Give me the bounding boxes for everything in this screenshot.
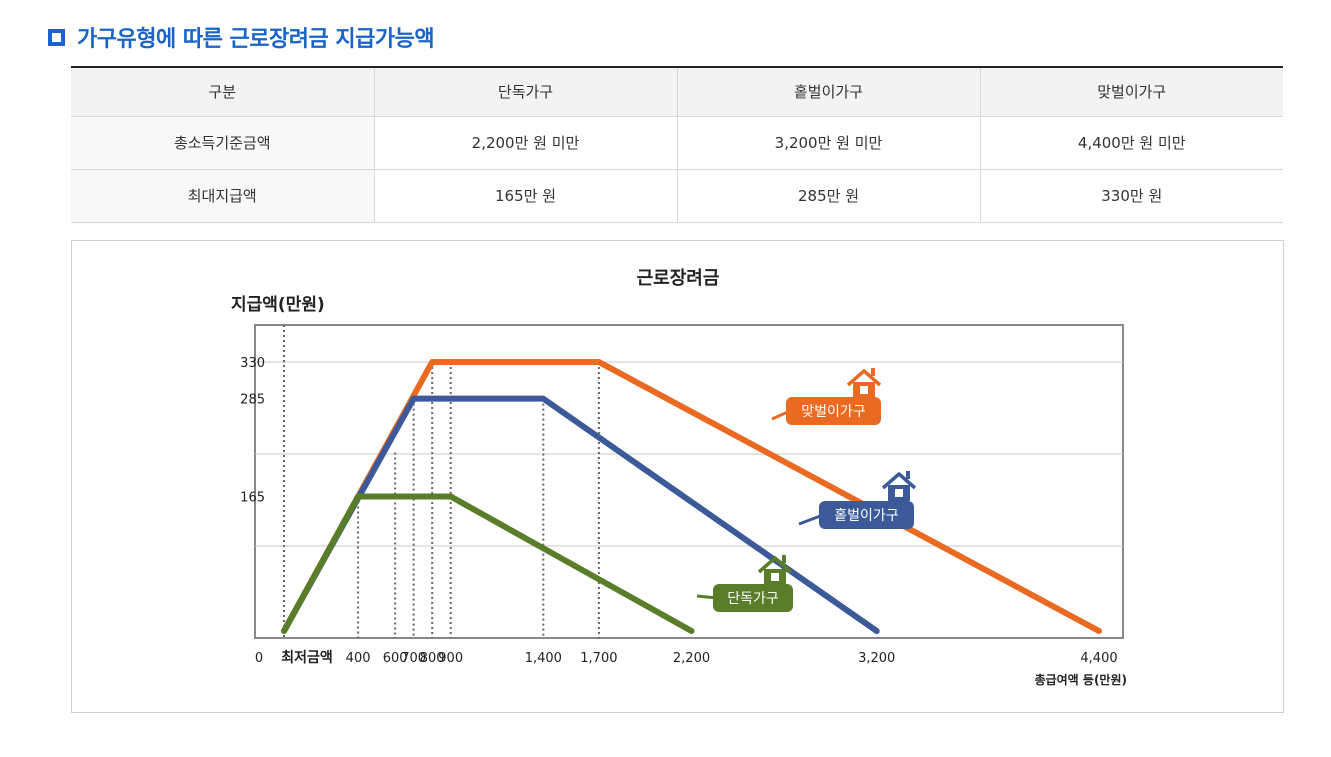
table-cell: 285만 원 — [676, 169, 980, 223]
series-label-badge — [786, 397, 881, 425]
plot-area — [254, 324, 1124, 639]
y-tick-label: 165 — [240, 491, 265, 506]
house-icon — [846, 369, 882, 387]
table-row-label: 최대지급액 — [71, 169, 374, 223]
table-row-label: 총소득기준금액 — [71, 116, 374, 170]
square-bullet-icon — [48, 28, 65, 46]
x-tick-label: 900 — [438, 651, 463, 666]
x-tick-label: 2,200 — [673, 651, 710, 666]
series-label: 단독가구 — [727, 591, 779, 607]
x-tick-label: 4,400 — [1080, 651, 1117, 666]
house-icon — [871, 368, 875, 376]
table-header-cell: 홑벌이가구 — [676, 67, 980, 117]
section-title: 가구유형에 따른 근로장려금 지급가능액 — [77, 27, 435, 52]
series-label: 맞벌이가구 — [801, 404, 866, 420]
house-icon — [906, 471, 910, 479]
section-heading: 가구유형에 따른 근로장려금 지급가능액 — [48, 22, 435, 52]
y-tick-label: 330 — [240, 356, 265, 371]
table-cell: 2,200만 원 미만 — [373, 116, 677, 170]
eligibility-table: 구분 단독가구 홑벌이가구 맞벌이가구 총소득기준금액 2,200만 원 미만 … — [71, 66, 1283, 223]
table-cell: 165만 원 — [373, 169, 677, 223]
table-header-cell: 구분 — [71, 67, 374, 117]
house-icon — [782, 555, 786, 563]
x-tick-label-minimum: 최저금액 — [281, 649, 333, 666]
series-label-badge — [819, 501, 914, 529]
x-tick-label: 600 — [383, 651, 408, 666]
table-row: 총소득기준금액 2,200만 원 미만 3,200만 원 미만 4,400만 원… — [71, 116, 1283, 170]
y-tick-label: 285 — [240, 393, 265, 408]
house-icon — [881, 472, 917, 490]
house-icon — [771, 573, 779, 581]
x-tick-label: 1,400 — [525, 651, 562, 666]
table-row: 최대지급액 165만 원 285만 원 330만 원 — [71, 169, 1283, 223]
x-tick-label: 800 — [420, 651, 445, 666]
table-header-row: 구분 단독가구 홑벌이가구 맞벌이가구 — [71, 67, 1283, 117]
table-cell: 330만 원 — [979, 169, 1283, 223]
table-cell: 3,200만 원 미만 — [676, 116, 980, 170]
x-tick-label: 1,700 — [580, 651, 617, 666]
x-tick-label: 700 — [401, 651, 426, 666]
series-label: 홑벌이가구 — [834, 508, 899, 524]
house-icon — [895, 489, 903, 497]
x-axis-label: 총급여액 등(만원) — [1035, 672, 1127, 687]
house-icon — [757, 556, 793, 574]
table-header-cell: 맞벌이가구 — [979, 67, 1283, 117]
x-tick-label: 400 — [346, 651, 371, 666]
table-cell: 4,400만 원 미만 — [979, 116, 1283, 170]
x-tick-label: 3,200 — [858, 651, 895, 666]
table-header-cell: 단독가구 — [373, 67, 677, 117]
x-tick-label-zero: 0 — [255, 651, 263, 666]
series-line — [281, 493, 695, 634]
y-axis-label: 지급액(만원) — [231, 295, 325, 315]
chart-title: 근로장려금 — [637, 268, 720, 289]
series-label-badge — [713, 584, 793, 612]
house-icon — [860, 386, 868, 394]
